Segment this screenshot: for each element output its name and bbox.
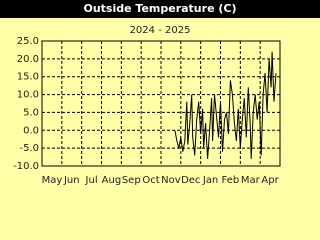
x-tick-label: Aug (102, 175, 122, 186)
y-tick-label: 15.0 (17, 72, 39, 83)
title-bar (0, 0, 320, 18)
x-tick-label: Mar (241, 175, 261, 186)
x-tick-label: Dec (181, 175, 200, 186)
y-tick-label: 0.0 (23, 125, 39, 136)
x-tick-label: Apr (261, 175, 279, 186)
data-line (174, 51, 277, 159)
x-tick-label: Sep (122, 175, 141, 186)
x-tick-label: Jul (85, 175, 98, 186)
y-tick-label: 25.0 (17, 36, 39, 47)
y-tick-label: -5.0 (19, 143, 39, 154)
x-tick-label: Oct (142, 175, 159, 186)
x-tick-label: Jan (202, 175, 218, 186)
x-tick-label: Feb (222, 175, 240, 186)
x-tick-label: May (42, 175, 63, 186)
y-tick-label: -10.0 (13, 161, 39, 172)
y-tick-label: 10.0 (17, 90, 39, 101)
y-tick-label: 5.0 (23, 107, 39, 118)
chart: Outside Temperature (C) 2024 - 2025 -10.… (0, 0, 320, 186)
chart-subtitle: 2024 - 2025 (130, 25, 191, 36)
x-tick-label: Jun (63, 175, 80, 186)
y-tick-label: 20.0 (17, 54, 39, 65)
chart-title: Outside Temperature (C) (83, 2, 236, 15)
x-tick-label: Nov (161, 175, 181, 186)
